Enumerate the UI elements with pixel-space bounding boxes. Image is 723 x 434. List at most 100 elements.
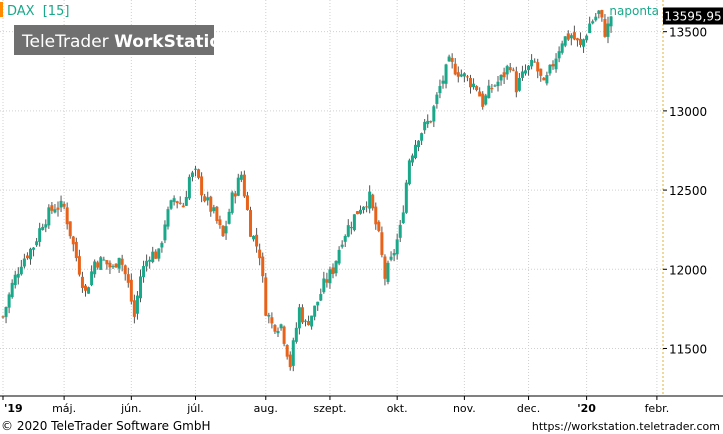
y-tick-label: 12500: [669, 184, 707, 198]
candle-body: [172, 198, 176, 202]
candle-body: [151, 251, 155, 263]
candle-body: [87, 287, 91, 294]
brand-suffix: WorkStation: [114, 32, 233, 52]
candle-body: [527, 65, 531, 71]
candle-body: [215, 206, 219, 221]
last-price-tag: 13595,95: [663, 7, 723, 25]
candle-body: [13, 274, 17, 286]
candle-body: [178, 202, 182, 204]
y-axis: 11500 12000 12500 13000 13500: [663, 26, 707, 356]
candle-body: [417, 140, 421, 147]
candle-body: [126, 274, 130, 283]
candle-body: [352, 214, 356, 231]
candle-body: [487, 85, 491, 99]
candle-body: [154, 251, 158, 259]
candle-body: [536, 62, 540, 72]
candle-body: [114, 263, 118, 268]
candle-body: [389, 256, 393, 260]
candle-body: [429, 120, 433, 123]
candle-body: [194, 168, 197, 170]
candle-body: [233, 193, 237, 197]
candle-body: [542, 77, 546, 81]
candle-body: [209, 196, 213, 212]
x-tick-label: nov.: [453, 402, 476, 415]
svg-text:13595,95: 13595,95: [664, 9, 721, 23]
candle-body: [603, 18, 607, 37]
candle-body: [499, 74, 503, 81]
candle-body: [245, 195, 249, 210]
candle-body: [524, 70, 527, 74]
plot-area[interactable]: [0, 0, 663, 396]
candle-body: [569, 35, 573, 39]
candle-body: [444, 64, 448, 84]
x-tick-label: '19: [4, 402, 23, 415]
candle-body: [10, 282, 14, 298]
candle-body: [102, 259, 106, 261]
candle-body: [187, 176, 191, 199]
copyright-text: © 2020 TeleTrader Software GmbH: [1, 419, 211, 433]
candle-body: [227, 211, 231, 224]
candle-body: [123, 265, 127, 275]
candle-body: [288, 354, 292, 367]
candle-body: [566, 33, 570, 40]
candle-body: [184, 196, 188, 206]
candle-body: [169, 200, 173, 209]
candle-body: [383, 256, 387, 279]
candle-body: [282, 326, 286, 344]
candle-body: [591, 21, 595, 24]
candle-body: [404, 182, 408, 213]
candle-body: [255, 234, 259, 247]
grid-lines: [0, 0, 663, 396]
candle-body: [554, 58, 558, 70]
candle-body: [129, 279, 133, 302]
instrument-code: [15]: [43, 4, 70, 19]
candle-body: [252, 235, 256, 240]
candle-body: [108, 262, 112, 268]
candle-body: [99, 257, 103, 270]
candle-body: [105, 260, 109, 265]
period-label[interactable]: naponta: [609, 4, 659, 18]
candle-body: [270, 317, 274, 324]
candle-body: [300, 307, 304, 323]
candle-body: [585, 35, 589, 41]
candle-body: [560, 43, 564, 53]
candle-body: [7, 294, 11, 308]
candle-body: [16, 273, 20, 278]
candle-body: [117, 257, 121, 269]
instrument-accent-bar: [0, 2, 3, 17]
candle-body: [313, 305, 317, 317]
candle-body: [374, 206, 378, 225]
candle-body: [132, 300, 136, 317]
candle-body: [459, 74, 463, 77]
y-tick-label: 13000: [669, 105, 707, 119]
candle-body: [386, 262, 390, 282]
candle-body: [472, 83, 476, 88]
instrument-symbol[interactable]: DAX [15]: [7, 4, 69, 19]
candles: [1, 9, 613, 372]
x-tick-label: szept.: [313, 402, 346, 415]
candle-body: [575, 38, 579, 41]
candle-body: [145, 260, 149, 267]
candle-body: [38, 228, 42, 242]
candle-body: [163, 224, 167, 241]
candle-body: [505, 66, 509, 75]
candle-body: [579, 38, 582, 45]
candle-body: [206, 197, 210, 201]
candle-body: [539, 68, 543, 76]
candle-body: [432, 106, 436, 122]
candle-body: [310, 315, 314, 327]
candle-body: [380, 232, 384, 255]
candle-body: [359, 209, 362, 214]
candle-body: [377, 221, 381, 231]
candle-body: [508, 67, 512, 71]
candle-body: [47, 207, 51, 226]
candle-body: [203, 196, 207, 202]
candle-body: [530, 59, 534, 67]
footer-url[interactable]: https://workstation.teletrader.com: [532, 420, 720, 433]
candle-body: [90, 271, 94, 286]
candle-body: [50, 205, 54, 211]
candle-body: [218, 219, 222, 226]
candle-body: [490, 88, 494, 90]
candle-body: [423, 121, 427, 131]
